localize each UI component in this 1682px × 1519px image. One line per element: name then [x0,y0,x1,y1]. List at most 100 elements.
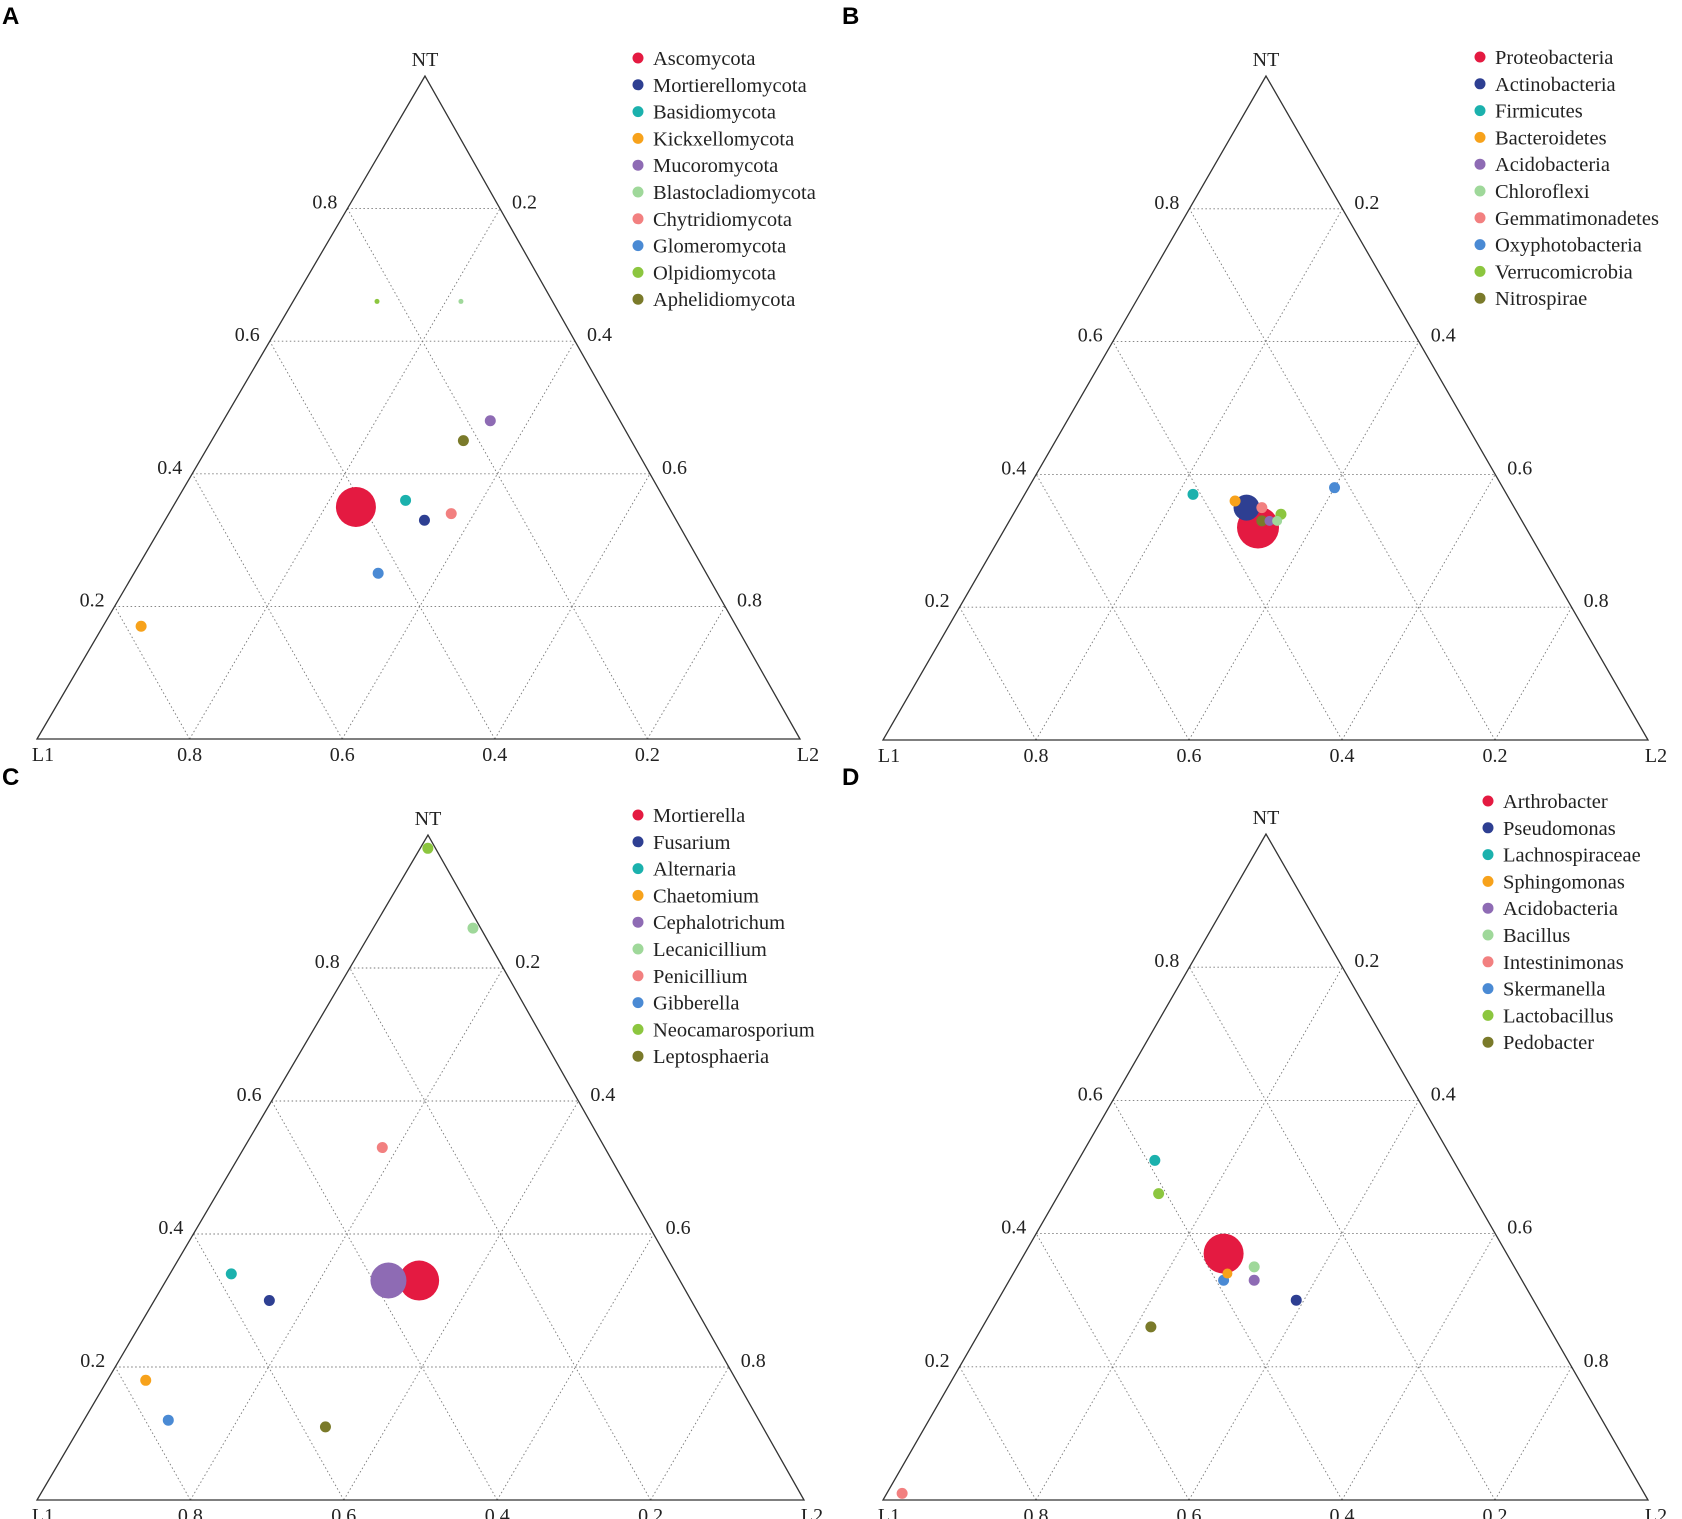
grid-line-l2 [1188,341,1420,741]
legend-label: Lachnospiraceae [1503,845,1641,867]
legend-label: Actinobacteria [1495,74,1616,96]
vertex-label-right: L2 [1645,745,1667,767]
point-mortierellomycota [418,514,430,526]
triangle-outline [35,74,802,740]
data-points [1187,482,1341,549]
tick-label-bottom: 0.6 [330,744,355,766]
grid-line-l2 [189,208,501,740]
grid-line-l1 [191,473,343,740]
tick-label-bottom: 0.4 [482,744,507,766]
tick-label-left: 0.4 [1001,457,1026,479]
legend-label: Mortierella [653,805,745,827]
point-firmicutes [1187,488,1199,500]
grid-line-l1 [1035,474,1190,741]
point-chloroflexi [1272,515,1283,526]
legend-marker [632,997,644,1009]
panel-B: B NT L1 L2 0.8 0.6 0.4 0.2 0.8 0.6 0.4 0.2 0.2 0.4 0.6… [842,3,1667,767]
grid-line-l1 [349,967,651,1501]
legend-marker [1474,292,1486,304]
tick-label-left: 0.4 [1001,1217,1026,1239]
legend-marker [632,240,644,252]
point-arthrobacter [1203,1233,1244,1274]
panel-C: C NT L1 L2 0.8 0.6 0.4 0.2 0.8 0.6 0.4 0.2 0.2 0.4 0.6… [2,764,823,1519]
tick-label-right: 0.2 [512,192,537,214]
legend-label: Oxyphotobacteria [1495,235,1642,257]
legend-marker [1482,1009,1494,1021]
legend-marker [1474,158,1486,170]
legend-marker [1474,239,1486,251]
vertex-label-right: L2 [1645,1505,1667,1519]
legend-label: Nitrospirae [1495,288,1587,310]
grid-line-l1 [114,606,190,740]
legend-marker [1474,78,1486,90]
legend-marker [1482,795,1494,807]
legend-marker [632,293,644,305]
legend-label: Bacteroidetes [1495,127,1607,149]
legend-marker [632,970,644,982]
legend-label: Lactobacillus [1503,1005,1613,1027]
point-mortierella [399,1260,440,1301]
tick-label-right: 0.2 [1354,192,1379,214]
legend-label: Aphelidiomycota [653,289,795,311]
vertex-label-top: NT [1253,49,1280,71]
tick-label-left: 0.8 [312,192,337,214]
grid-line-l1 [1112,341,1343,741]
legend-marker [1482,1036,1494,1048]
legend-label: Kickxellomycota [653,128,794,150]
legend-marker [632,79,644,91]
point-lactobacillus [1153,1188,1165,1200]
grid-line-l2 [496,1233,654,1501]
ternary-grid [114,967,730,1501]
tick-label-left: 0.2 [80,589,105,611]
point-bacillus [1248,1261,1260,1273]
legend-label: Leptosphaeria [653,1046,769,1068]
point-acidobacteria [1264,515,1275,526]
legend: Mortierella Fusarium Alternaria Chaetomium C… [632,805,815,1068]
tick-label-left: 0.4 [157,457,182,479]
legend-marker [632,809,644,821]
grid-line-l2 [1188,1100,1420,1501]
tick-label-bottom: 0.8 [178,1505,203,1519]
legend-label: Ascomycota [653,48,755,70]
tick-label-right: 0.2 [1354,950,1379,972]
ternary-grid [959,208,1572,741]
point-lachnospiraceae [1149,1154,1161,1166]
legend-label: Proteobacteria [1495,47,1613,69]
legend-marker [632,916,644,928]
legend-marker [1482,875,1494,887]
point-basidiomycota [400,494,412,506]
tick-label-left: 0.2 [925,1350,950,1372]
tick-label-bottom: 0.4 [485,1505,510,1519]
point-glomeromycota [372,567,384,579]
point-sphingomonas [1222,1268,1233,1279]
triangle-outline [881,832,1650,1501]
legend-marker [1482,822,1494,834]
grid-line-l1 [193,1233,345,1501]
legend-marker [1474,185,1486,197]
panel-letter: D [842,764,859,791]
legend-label: Blastocladiomycota [653,182,816,204]
legend-label: Skermanella [1503,979,1605,1001]
point-oxyphotobacteria [1329,482,1341,494]
legend-label: Penicillium [653,966,748,988]
grid-line-l2 [650,1366,730,1501]
tick-label-bottom: 0.6 [1177,745,1202,767]
legend-label: Cephalotrichum [653,912,785,934]
legend-marker [1474,131,1486,143]
tick-label-bottom: 0.4 [1330,1505,1355,1519]
panel-letter: C [2,764,19,791]
tick-label-right: 0.2 [515,951,540,973]
legend-marker [632,889,644,901]
grid-line-l1 [269,340,496,740]
legend-marker [1474,105,1486,117]
grid-line-l2 [1341,474,1496,741]
legend-label: Intestinimonas [1503,952,1624,974]
legend-label: Chloroflexi [1495,181,1590,203]
legend-label: Olpidiomycota [653,262,776,284]
tick-label-bottom: 0.6 [331,1505,356,1519]
data-points [140,842,479,1433]
tick-label-right: 0.4 [1431,1083,1456,1105]
tick-label-bottom: 0.8 [1024,1505,1049,1519]
point-pedobacter [1145,1321,1157,1333]
